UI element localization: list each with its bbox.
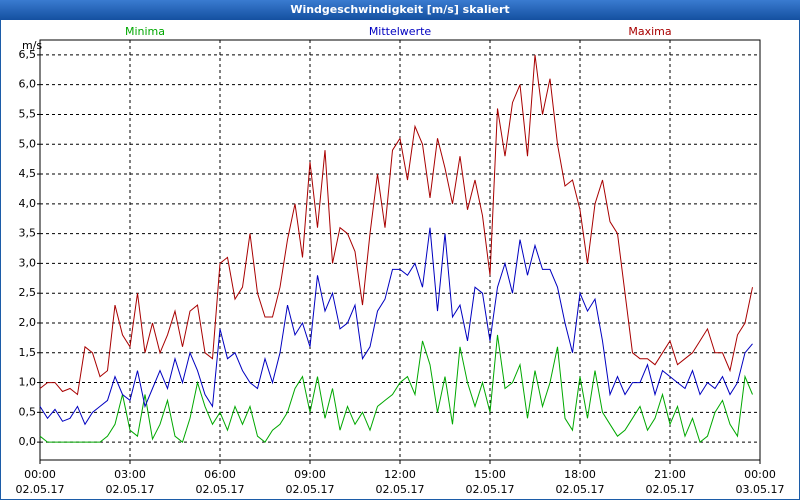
data-line <box>39 334 753 443</box>
x-tick-label: 02.05.17 <box>376 483 425 496</box>
y-tick-label: 4,5 <box>19 167 37 180</box>
y-axis-label: m/s <box>22 39 42 52</box>
x-tick-label: 06:00 <box>204 468 236 481</box>
x-tick-label: 03.05.17 <box>736 483 785 496</box>
x-tick-label: 00:00 <box>24 468 56 481</box>
x-tick-label: 02.05.17 <box>646 483 695 496</box>
y-tick-label: 3,0 <box>19 256 37 269</box>
x-tick-label: 02.05.17 <box>196 483 245 496</box>
x-tick-label: 15:00 <box>474 468 506 481</box>
x-tick-label: 21:00 <box>654 468 686 481</box>
x-tick-label: 02.05.17 <box>286 483 335 496</box>
y-tick-label: 2,5 <box>19 286 37 299</box>
title-bar <box>0 0 800 20</box>
x-tick-label: 02.05.17 <box>16 483 65 496</box>
y-tick-label: 2,0 <box>19 316 37 329</box>
legend-label: Maxima <box>628 25 671 38</box>
x-tick-label: 12:00 <box>384 468 416 481</box>
y-tick-label: 6,0 <box>19 78 37 91</box>
x-tick-label: 09:00 <box>294 468 326 481</box>
x-tick-label: 00:00 <box>744 468 776 481</box>
y-tick-label: 6,5 <box>19 48 37 61</box>
legend-label: Mittelwerte <box>369 25 432 38</box>
x-tick-label: 03:00 <box>114 468 146 481</box>
y-tick-label: 1,0 <box>19 376 37 389</box>
legend-label: Minima <box>125 25 165 38</box>
y-tick-label: 5,0 <box>19 137 37 150</box>
chart-title: Windgeschwindigkeit [m/s] skaliert <box>290 3 509 16</box>
data-line <box>39 54 753 396</box>
y-tick-label: 0,0 <box>19 435 37 448</box>
x-tick-label: 02.05.17 <box>556 483 605 496</box>
y-tick-label: 5,5 <box>19 107 37 120</box>
y-tick-label: 3,5 <box>19 227 37 240</box>
data-line <box>39 227 753 426</box>
y-tick-label: 0,5 <box>19 405 37 418</box>
y-tick-label: 4,0 <box>19 197 37 210</box>
x-tick-label: 02.05.17 <box>106 483 155 496</box>
x-tick-label: 02.05.17 <box>466 483 515 496</box>
x-tick-label: 18:00 <box>564 468 596 481</box>
y-tick-label: 1,5 <box>19 346 37 359</box>
